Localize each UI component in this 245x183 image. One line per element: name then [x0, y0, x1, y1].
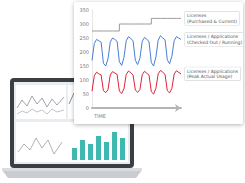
- svg-text:150: 150: [79, 63, 89, 69]
- svg-text:100: 100: [79, 77, 89, 83]
- svg-text:(Peak Actual Usage): (Peak Actual Usage): [187, 74, 232, 79]
- svg-text:300: 300: [79, 21, 89, 27]
- svg-text:350: 350: [79, 7, 89, 13]
- svg-text:50: 50: [83, 91, 89, 97]
- svg-text:0: 0: [86, 105, 89, 111]
- svg-text:(Purchased & Current): (Purchased & Current): [187, 19, 237, 24]
- svg-text:(Checked Out / Running): (Checked Out / Running): [187, 40, 242, 45]
- svg-text:250: 250: [79, 35, 89, 41]
- svg-text:TIME: TIME: [93, 113, 106, 119]
- svg-text:Licenses / Applications: Licenses / Applications: [187, 69, 239, 74]
- svg-text:Licenses / Applications: Licenses / Applications: [187, 34, 239, 39]
- svg-text:Licenses: Licenses: [187, 13, 207, 18]
- svg-text:200: 200: [79, 49, 89, 55]
